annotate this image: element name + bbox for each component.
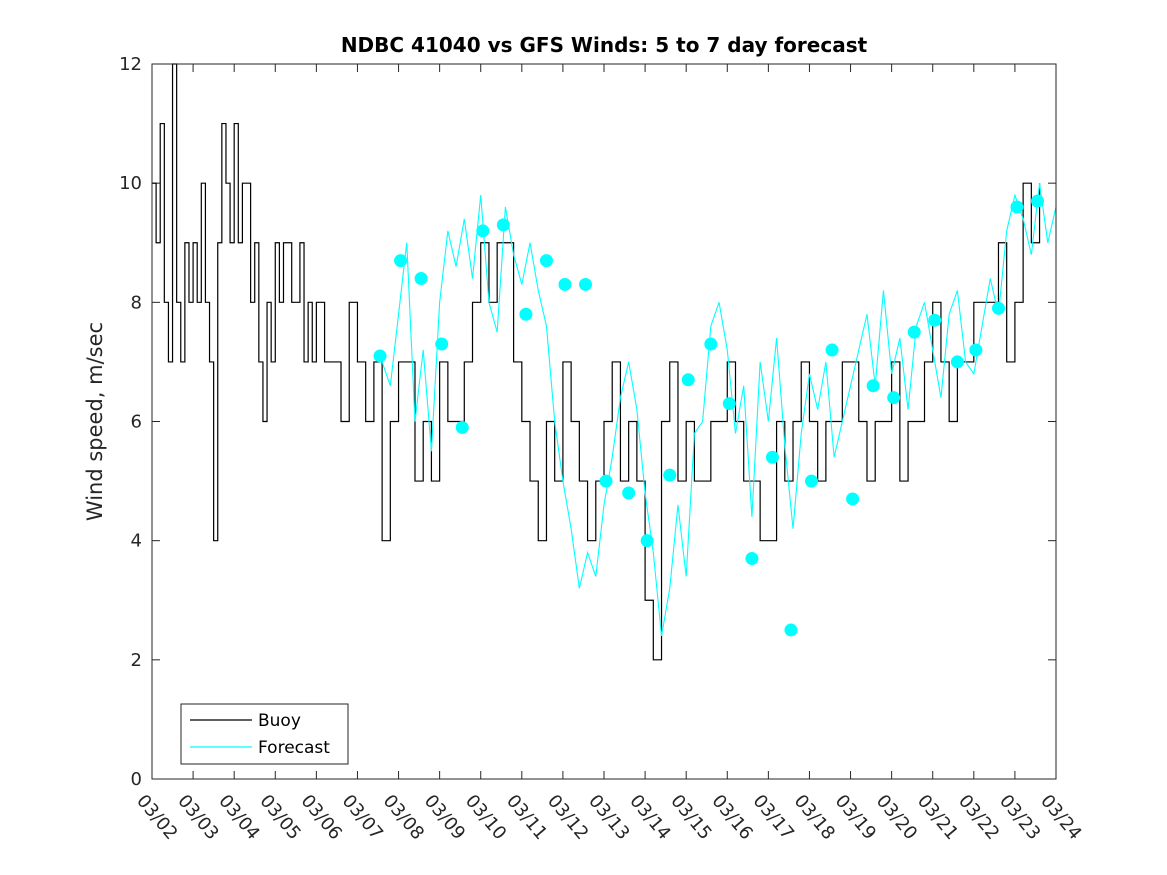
chart-title: NDBC 41040 vs GFS Winds: 5 to 7 day fore… — [341, 33, 868, 57]
forecast-marker — [640, 534, 654, 548]
y-tick-label: 10 — [119, 173, 142, 194]
forecast-marker — [805, 474, 819, 488]
forecast-marker — [846, 492, 860, 506]
forecast-marker — [704, 337, 718, 351]
series-buoy-line — [152, 63, 1041, 661]
forecast-marker — [476, 224, 490, 238]
y-tick-label: 6 — [131, 412, 142, 433]
forecast-marker — [663, 468, 677, 482]
forecast-marker — [969, 343, 983, 357]
forecast-marker — [1031, 194, 1045, 208]
forecast-marker — [1010, 200, 1024, 214]
y-tick-label: 8 — [131, 292, 142, 313]
y-tick-label: 2 — [131, 650, 142, 671]
forecast-marker — [539, 254, 553, 268]
series-forecast-markers — [373, 194, 1045, 637]
y-tick-label: 12 — [119, 54, 142, 75]
forecast-marker — [745, 552, 759, 566]
forecast-marker — [722, 397, 736, 411]
forecast-marker — [579, 277, 593, 291]
forecast-marker — [991, 301, 1005, 315]
plot-frame — [151, 63, 1057, 780]
legend-box — [180, 703, 349, 765]
forecast-marker — [784, 623, 798, 637]
forecast-marker — [907, 325, 921, 339]
forecast-marker — [765, 450, 779, 464]
forecast-marker — [681, 373, 695, 387]
forecast-marker — [599, 474, 613, 488]
y-tick-label: 4 — [131, 531, 142, 552]
forecast-marker — [414, 272, 428, 285]
y-tick-label: 0 — [131, 769, 142, 790]
forecast-marker — [435, 337, 449, 351]
series-forecast-line — [381, 183, 1057, 637]
forecast-marker — [887, 391, 901, 405]
forecast-marker — [622, 486, 636, 500]
forecast-marker — [455, 420, 469, 434]
forecast-marker — [394, 254, 408, 268]
legend-label-buoy: Buoy — [258, 711, 301, 731]
forecast-marker — [519, 307, 533, 321]
forecast-marker — [373, 349, 387, 363]
y-axis-label: Wind speed, m/sec — [83, 322, 107, 521]
forecast-marker — [928, 313, 942, 327]
legend-label-forecast: Forecast — [258, 738, 330, 758]
forecast-marker — [496, 218, 510, 232]
forecast-marker — [866, 379, 880, 393]
forecast-marker — [950, 355, 964, 369]
legend: Buoy Forecast — [180, 703, 349, 765]
forecast-marker — [558, 277, 572, 291]
forecast-marker — [825, 343, 839, 357]
